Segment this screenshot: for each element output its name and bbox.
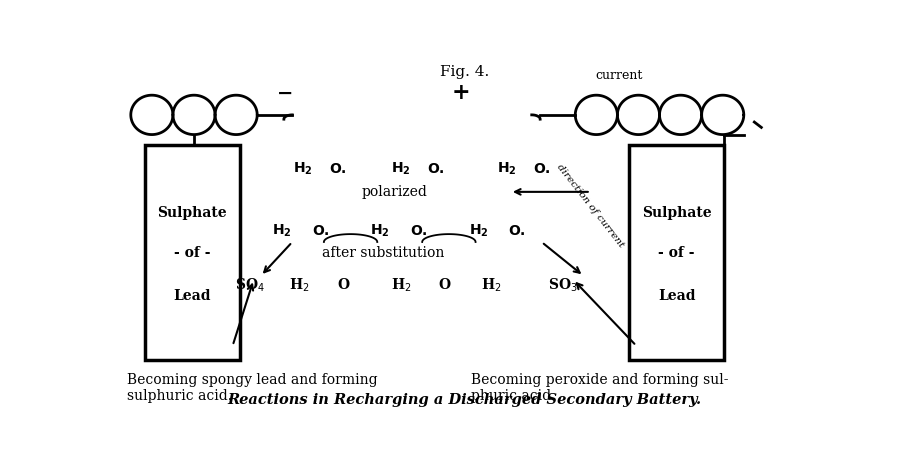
Text: Becoming spongy lead and forming
sulphuric acid.: Becoming spongy lead and forming sulphur… <box>127 372 378 403</box>
Text: Reactions in Recharging a Discharged Secondary Battery.: Reactions in Recharging a Discharged Sec… <box>227 392 701 407</box>
Text: $\mathbf{H_2}$: $\mathbf{H_2}$ <box>468 223 488 239</box>
Text: $\mathbf{O.}$: $\mathbf{O.}$ <box>410 224 428 238</box>
Text: after substitution: after substitution <box>323 246 445 260</box>
Text: O: O <box>338 278 350 292</box>
Text: +: + <box>451 82 470 105</box>
Text: polarized: polarized <box>361 185 427 199</box>
Text: current: current <box>595 69 642 82</box>
Text: H$_2$: H$_2$ <box>481 276 501 294</box>
Text: SO$_4$: SO$_4$ <box>236 276 265 294</box>
Text: H$_2$: H$_2$ <box>390 276 411 294</box>
Text: Lead: Lead <box>658 289 696 303</box>
Text: Becoming peroxide and forming sul-
phuric acid.: Becoming peroxide and forming sul- phuri… <box>471 372 728 403</box>
Bar <box>630 145 724 360</box>
Text: $\mathbf{H_2}$: $\mathbf{H_2}$ <box>371 223 390 239</box>
Text: $\mathbf{O.}$: $\mathbf{O.}$ <box>428 161 445 176</box>
Bar <box>145 145 239 360</box>
Text: $\mathbf{O.}$: $\mathbf{O.}$ <box>533 161 551 176</box>
Text: Sulphate: Sulphate <box>642 206 711 220</box>
Text: H$_2$: H$_2$ <box>289 276 310 294</box>
Text: Sulphate: Sulphate <box>158 206 227 220</box>
Text: $\mathbf{O.}$: $\mathbf{O.}$ <box>329 161 347 176</box>
Text: $\mathbf{H_2}$: $\mathbf{H_2}$ <box>272 223 292 239</box>
Text: direction of current: direction of current <box>555 163 626 250</box>
Text: Lead: Lead <box>173 289 211 303</box>
Text: $\mathbf{H_2}$: $\mathbf{H_2}$ <box>293 160 313 177</box>
Text: SO$_3$: SO$_3$ <box>548 276 577 294</box>
Text: $\mathbf{O.}$: $\mathbf{O.}$ <box>508 224 525 238</box>
Text: Fig. 4.: Fig. 4. <box>439 65 489 79</box>
Text: O: O <box>439 278 450 292</box>
Text: $\mathbf{O.}$: $\mathbf{O.}$ <box>312 224 329 238</box>
Text: −: − <box>277 84 294 102</box>
Text: - of -: - of - <box>659 246 695 260</box>
Text: - of -: - of - <box>174 246 210 260</box>
Text: $\mathbf{H_2}$: $\mathbf{H_2}$ <box>391 160 411 177</box>
Text: $\mathbf{H_2}$: $\mathbf{H_2}$ <box>496 160 516 177</box>
